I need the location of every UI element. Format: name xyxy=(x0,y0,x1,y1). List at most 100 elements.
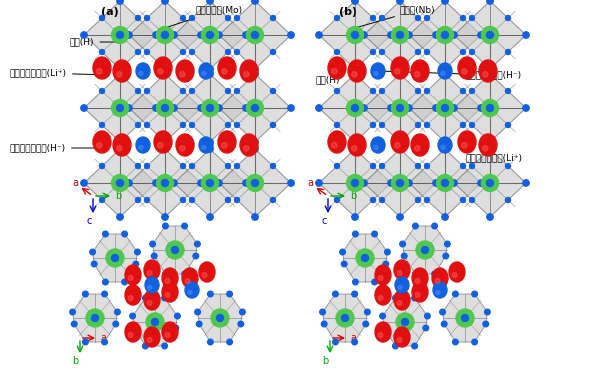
Ellipse shape xyxy=(395,277,409,293)
Polygon shape xyxy=(319,149,391,217)
Ellipse shape xyxy=(378,332,383,338)
Circle shape xyxy=(362,255,368,261)
Ellipse shape xyxy=(202,71,206,76)
Circle shape xyxy=(151,253,157,259)
Polygon shape xyxy=(364,74,436,142)
Circle shape xyxy=(382,325,387,331)
Ellipse shape xyxy=(96,68,102,74)
Ellipse shape xyxy=(145,277,159,293)
Circle shape xyxy=(180,50,186,55)
Circle shape xyxy=(391,174,408,191)
Circle shape xyxy=(397,32,403,38)
Circle shape xyxy=(136,88,140,94)
Polygon shape xyxy=(93,234,137,282)
Circle shape xyxy=(443,253,449,259)
Circle shape xyxy=(211,309,229,327)
Circle shape xyxy=(189,50,195,55)
Circle shape xyxy=(157,26,174,44)
Polygon shape xyxy=(174,149,246,217)
Circle shape xyxy=(415,50,420,55)
Ellipse shape xyxy=(374,146,378,149)
Circle shape xyxy=(145,50,150,55)
Circle shape xyxy=(361,32,367,38)
Circle shape xyxy=(437,174,453,191)
Circle shape xyxy=(425,123,429,127)
Circle shape xyxy=(182,271,188,277)
Circle shape xyxy=(157,100,174,117)
Circle shape xyxy=(352,291,358,297)
Circle shape xyxy=(99,88,104,94)
Circle shape xyxy=(412,343,417,349)
Circle shape xyxy=(441,32,449,38)
Polygon shape xyxy=(319,74,391,142)
Ellipse shape xyxy=(180,71,185,77)
Circle shape xyxy=(380,313,385,319)
Circle shape xyxy=(352,66,358,72)
Circle shape xyxy=(391,100,408,117)
Circle shape xyxy=(206,105,213,112)
Circle shape xyxy=(252,71,258,77)
Circle shape xyxy=(415,197,420,203)
Text: c: c xyxy=(86,216,92,226)
Text: (b): (b) xyxy=(339,7,357,17)
Circle shape xyxy=(83,339,88,345)
Circle shape xyxy=(402,253,407,259)
Circle shape xyxy=(402,318,408,326)
Circle shape xyxy=(288,105,294,111)
Circle shape xyxy=(271,15,276,21)
Ellipse shape xyxy=(218,131,236,153)
Circle shape xyxy=(379,50,385,55)
Ellipse shape xyxy=(93,131,111,153)
Circle shape xyxy=(235,88,239,94)
Circle shape xyxy=(432,271,437,277)
Circle shape xyxy=(505,50,511,55)
Circle shape xyxy=(201,26,218,44)
Ellipse shape xyxy=(352,71,357,77)
Circle shape xyxy=(271,50,276,55)
Polygon shape xyxy=(454,149,526,217)
Ellipse shape xyxy=(113,134,131,156)
Text: b: b xyxy=(322,356,328,366)
Polygon shape xyxy=(409,1,481,69)
Polygon shape xyxy=(84,149,156,217)
Ellipse shape xyxy=(412,282,428,302)
Ellipse shape xyxy=(436,290,440,294)
Circle shape xyxy=(379,164,385,168)
Ellipse shape xyxy=(176,134,194,156)
Circle shape xyxy=(487,105,493,112)
Circle shape xyxy=(487,179,493,186)
Polygon shape xyxy=(133,298,177,346)
Circle shape xyxy=(352,139,358,145)
Circle shape xyxy=(173,325,178,331)
Ellipse shape xyxy=(165,332,170,338)
Ellipse shape xyxy=(375,265,391,285)
Circle shape xyxy=(352,214,358,220)
Circle shape xyxy=(505,123,511,127)
Circle shape xyxy=(162,0,168,4)
Circle shape xyxy=(461,197,466,203)
Polygon shape xyxy=(219,1,291,69)
Circle shape xyxy=(341,261,347,267)
Text: モリブデン(Mo): モリブデン(Mo) xyxy=(168,6,242,27)
Circle shape xyxy=(207,339,213,345)
Circle shape xyxy=(478,105,484,111)
Text: a: a xyxy=(307,178,313,188)
Circle shape xyxy=(321,321,327,327)
Circle shape xyxy=(370,88,376,94)
Circle shape xyxy=(461,50,466,55)
Circle shape xyxy=(81,180,87,186)
Circle shape xyxy=(182,223,188,229)
Circle shape xyxy=(99,123,104,127)
Circle shape xyxy=(335,15,339,21)
Circle shape xyxy=(470,164,475,168)
Ellipse shape xyxy=(449,262,465,282)
Circle shape xyxy=(442,146,448,152)
Circle shape xyxy=(162,66,168,72)
Ellipse shape xyxy=(398,285,402,290)
Ellipse shape xyxy=(221,143,227,148)
Circle shape xyxy=(406,105,412,111)
Ellipse shape xyxy=(147,300,152,305)
Circle shape xyxy=(153,32,159,38)
Circle shape xyxy=(441,105,449,112)
Polygon shape xyxy=(129,149,201,217)
